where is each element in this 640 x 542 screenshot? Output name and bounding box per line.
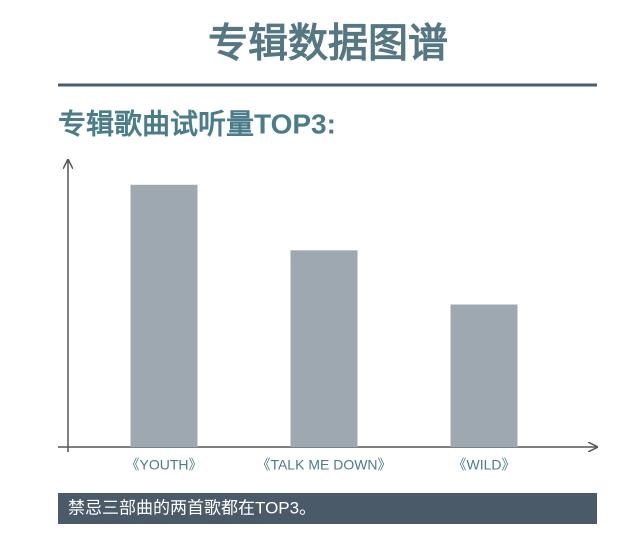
bar	[450, 304, 518, 447]
plot: 《YOUTH》 《TALK ME DOWN》 《WILD》	[126, 184, 518, 473]
footer-band	[58, 493, 597, 524]
chart-title: 专辑歌曲试听量TOP3:	[58, 108, 336, 139]
x-tick-label: 《WILD》	[453, 457, 516, 473]
x-tick-label: 《TALK ME DOWN》	[256, 457, 391, 473]
page-title: 专辑数据图谱	[208, 22, 448, 66]
bar	[290, 250, 358, 447]
footer-text: 禁忌三部曲的两首歌都在TOP3。	[68, 498, 316, 517]
x-tick-label: 《YOUTH》	[126, 457, 203, 473]
bar	[130, 184, 198, 448]
